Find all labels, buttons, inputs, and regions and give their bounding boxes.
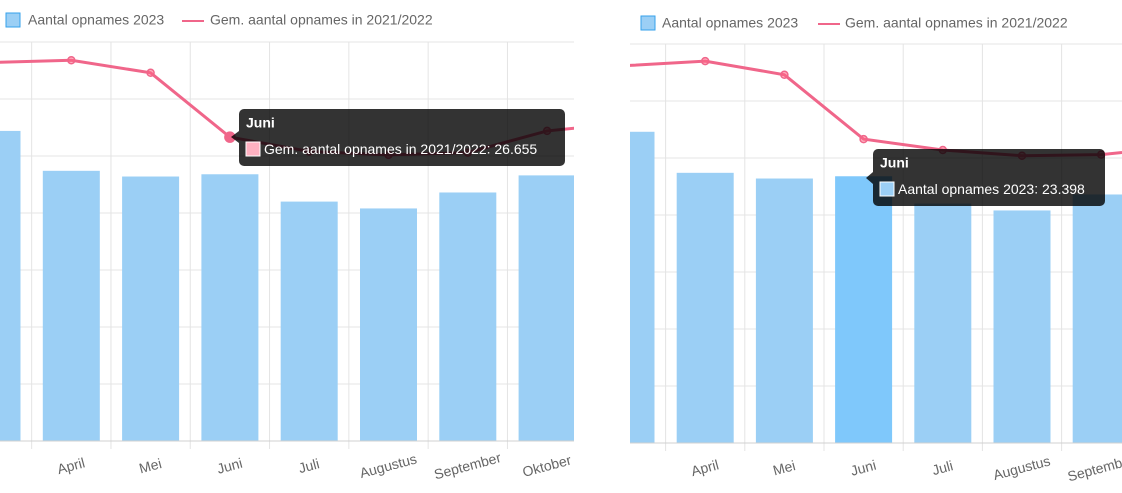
legend: Aantal opnames 2023 Gem. aantal opnames … bbox=[5, 12, 433, 28]
x-tick-label: April bbox=[55, 454, 86, 477]
tooltip-box bbox=[866, 149, 1105, 206]
legend-label: Aantal opnames 2023 bbox=[28, 12, 164, 28]
x-tick-label: Augustus bbox=[991, 452, 1052, 483]
bar bbox=[914, 203, 972, 443]
tooltip-box bbox=[231, 109, 565, 166]
legend-label: Gem. aantal opnames in 2021/2022 bbox=[845, 15, 1068, 31]
x-tick-label: Mei bbox=[771, 457, 797, 478]
bar bbox=[676, 172, 734, 443]
tooltip-value: 26.655 bbox=[494, 141, 537, 157]
tooltip-body: Gem. aantal opnames in 2021/2022: 26.655 bbox=[264, 141, 537, 157]
bar bbox=[835, 176, 893, 443]
x-tick-label: Juli bbox=[930, 457, 954, 478]
line bbox=[630, 59, 1122, 158]
bar bbox=[518, 175, 574, 441]
line-point bbox=[146, 68, 155, 78]
tooltip: Juni Gem. aantal opnames in 2021/2022: 2… bbox=[231, 109, 565, 166]
x-tick-label: Mei bbox=[137, 455, 163, 476]
line-point bbox=[700, 56, 710, 66]
x-tick-label: April bbox=[689, 456, 720, 479]
line-point bbox=[859, 134, 868, 144]
legend-swatch bbox=[5, 12, 21, 28]
tooltip-value: 23.398 bbox=[1042, 181, 1085, 197]
tooltip-series: Gem. aantal opnames in 2021/2022 bbox=[264, 141, 487, 157]
x-tick-label: September bbox=[1066, 451, 1122, 484]
plot: April Mei Juni Juli Augustus September bbox=[630, 43, 1122, 484]
plot: April Mei Juni Juli Augustus September Oktober… bbox=[0, 41, 574, 482]
bar bbox=[1072, 194, 1122, 443]
tooltip-body: Aantal opnames 2023: 23.398 bbox=[898, 181, 1085, 197]
bar bbox=[630, 131, 655, 443]
bar bbox=[42, 170, 100, 441]
bar bbox=[280, 201, 338, 441]
x-tick-label: Juni bbox=[849, 457, 878, 479]
x-tick-label: Augustus bbox=[358, 450, 419, 481]
x-tick-label: September bbox=[432, 449, 503, 482]
bar bbox=[122, 176, 180, 441]
tooltip-series: Aantal opnames 2023 bbox=[898, 181, 1034, 197]
bar bbox=[0, 130, 21, 442]
legend-label: Gem. aantal opnames in 2021/2022 bbox=[210, 12, 433, 28]
tooltip: Juni Aantal opnames 2023: 23.398 bbox=[866, 149, 1105, 206]
tooltip-swatch bbox=[245, 141, 261, 157]
bar bbox=[755, 178, 813, 443]
tooltip-swatch bbox=[879, 181, 895, 197]
line-point bbox=[67, 55, 76, 65]
bar bbox=[360, 208, 417, 441]
chart: Aantal opnames 2023 Gem. aantal opnames … bbox=[0, 12, 574, 482]
legend-label: Aantal opnames 2023 bbox=[662, 15, 798, 31]
line-point bbox=[780, 70, 789, 80]
x-tick-label: Juli bbox=[297, 455, 321, 476]
tooltip-title: Juni bbox=[246, 115, 275, 131]
bar bbox=[439, 192, 497, 441]
bar bbox=[993, 210, 1051, 443]
tooltip-title: Juni bbox=[880, 155, 909, 171]
legend: Aantal opnames 2023 Gem. aantal opnames … bbox=[640, 15, 1068, 31]
legend-swatch bbox=[640, 15, 656, 31]
x-tick-label: Juni bbox=[215, 455, 244, 477]
chart: Aantal opnames 2023 Gem. aantal opnames … bbox=[630, 15, 1122, 484]
bar bbox=[201, 174, 259, 441]
x-tick-label: Oktober bbox=[521, 451, 574, 479]
